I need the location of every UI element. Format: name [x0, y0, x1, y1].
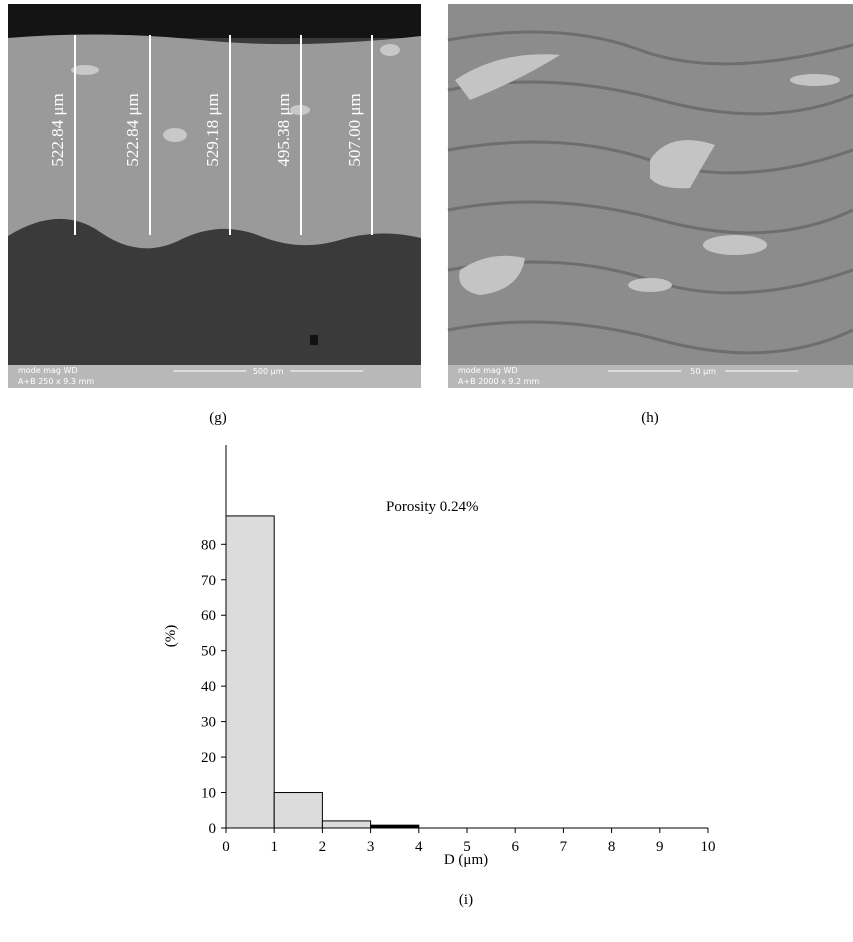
figure: (g) mode mag WD A+B 250 x 9.3 mm 500 μm (h) m…: [0, 0, 853, 942]
particle: [790, 74, 840, 86]
measure-label: 529.18 μm: [203, 93, 222, 166]
scale-bar-label: 500 μm: [253, 367, 284, 376]
particle: [163, 128, 187, 142]
chart-caption: (i): [459, 892, 473, 908]
particle: [380, 44, 400, 56]
annotation: Porosity 0.24%: [386, 499, 479, 515]
x-tick-label: 9: [656, 839, 664, 855]
info-values: A+B 250 x 9.3 mm: [18, 377, 94, 386]
y-tick-label: 10: [201, 786, 216, 802]
x-tick-label: 10: [701, 839, 716, 855]
measure-label: 522.84 μm: [123, 93, 142, 166]
bar: [226, 516, 274, 828]
scale-bar-label: 50 μm: [690, 367, 716, 376]
sem-image-g: [8, 4, 421, 388]
x-axis-label: D (μm): [444, 852, 488, 868]
x-tick-label: 2: [319, 839, 327, 855]
image-caption: (g): [209, 410, 227, 426]
measure-label: 507.00 μm: [345, 93, 364, 166]
y-tick-label: 60: [201, 608, 216, 624]
x-tick-label: 8: [608, 839, 616, 855]
bar: [274, 793, 322, 828]
y-tick-label: 70: [201, 573, 216, 589]
x-tick-label: 6: [511, 839, 519, 855]
particle: [628, 278, 672, 292]
y-tick-label: 50: [201, 644, 216, 660]
y-tick-label: 20: [201, 750, 216, 766]
x-tick-label: 1: [270, 839, 278, 855]
sem-image-h: [448, 4, 853, 388]
info-header: mode mag WD: [458, 366, 518, 375]
y-axis-label: (%): [163, 625, 179, 648]
y-tick-label: 30: [201, 715, 216, 731]
defect: [310, 335, 318, 345]
image-caption: (h): [641, 410, 659, 426]
y-tick-label: 0: [209, 821, 217, 837]
measure-label: 522.84 μm: [48, 93, 67, 166]
x-tick-label: 0: [222, 839, 230, 855]
x-tick-label: 3: [367, 839, 375, 855]
x-tick-label: 7: [560, 839, 568, 855]
info-values: A+B 2000 x 9.2 mm: [458, 377, 539, 386]
particle: [703, 235, 767, 255]
x-tick-label: 4: [415, 839, 423, 855]
measure-label: 495.38 μm: [274, 93, 293, 166]
y-tick-label: 40: [201, 679, 216, 695]
info-header: mode mag WD: [18, 366, 78, 375]
y-tick-label: 80: [201, 537, 216, 553]
mount-layer: [8, 4, 421, 38]
bar: [322, 821, 370, 828]
